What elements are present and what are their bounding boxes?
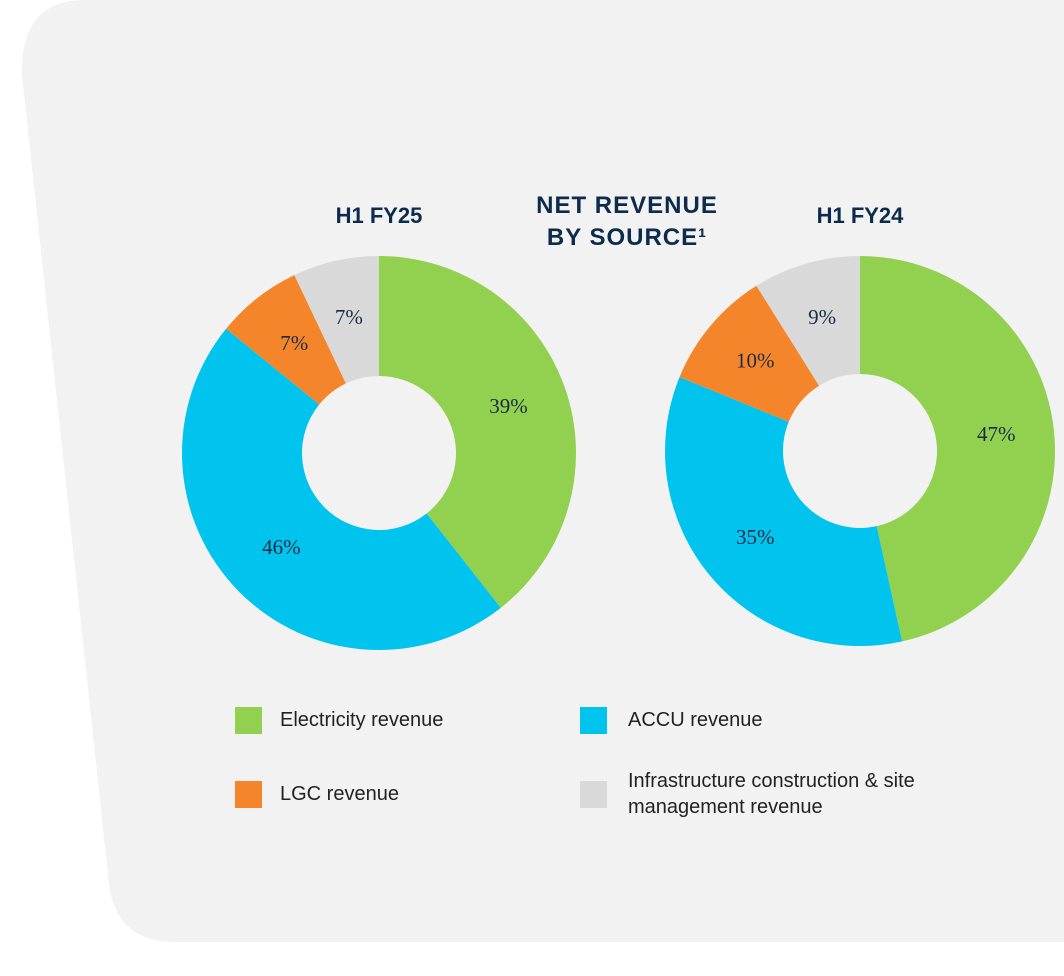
value-label: 46%	[262, 535, 301, 559]
value-label: 9%	[808, 305, 836, 329]
pie-slice	[226, 275, 346, 405]
legend-label: ACCU revenue	[628, 709, 763, 731]
legend-swatch	[580, 707, 607, 734]
pie-title: H1 FY25	[335, 203, 423, 228]
value-label: 10%	[736, 349, 775, 373]
value-label: 39%	[489, 394, 528, 418]
value-label: 7%	[280, 331, 308, 355]
legend-label: LGC revenue	[280, 783, 399, 805]
pie-slice	[181, 328, 501, 650]
pie-slice	[756, 256, 860, 386]
legend-swatch	[235, 707, 262, 734]
legend-swatch	[580, 781, 607, 808]
chart-title: NET REVENUE BY SOURCE¹	[536, 192, 718, 251]
legend-swatch	[235, 781, 262, 808]
pie-title: H1 FY24	[816, 203, 904, 228]
pie-slice	[379, 256, 576, 608]
pie-slice	[294, 256, 379, 384]
pie-slice	[679, 285, 820, 422]
legend-label: Electricity revenue	[280, 709, 444, 731]
pie-slice	[860, 256, 1056, 642]
legend-label: Infrastructure construction & site manag…	[628, 770, 915, 818]
value-label: 47%	[977, 422, 1016, 446]
pie-slice	[665, 377, 903, 646]
value-label: 35%	[736, 525, 775, 549]
value-label: 7%	[335, 305, 363, 329]
